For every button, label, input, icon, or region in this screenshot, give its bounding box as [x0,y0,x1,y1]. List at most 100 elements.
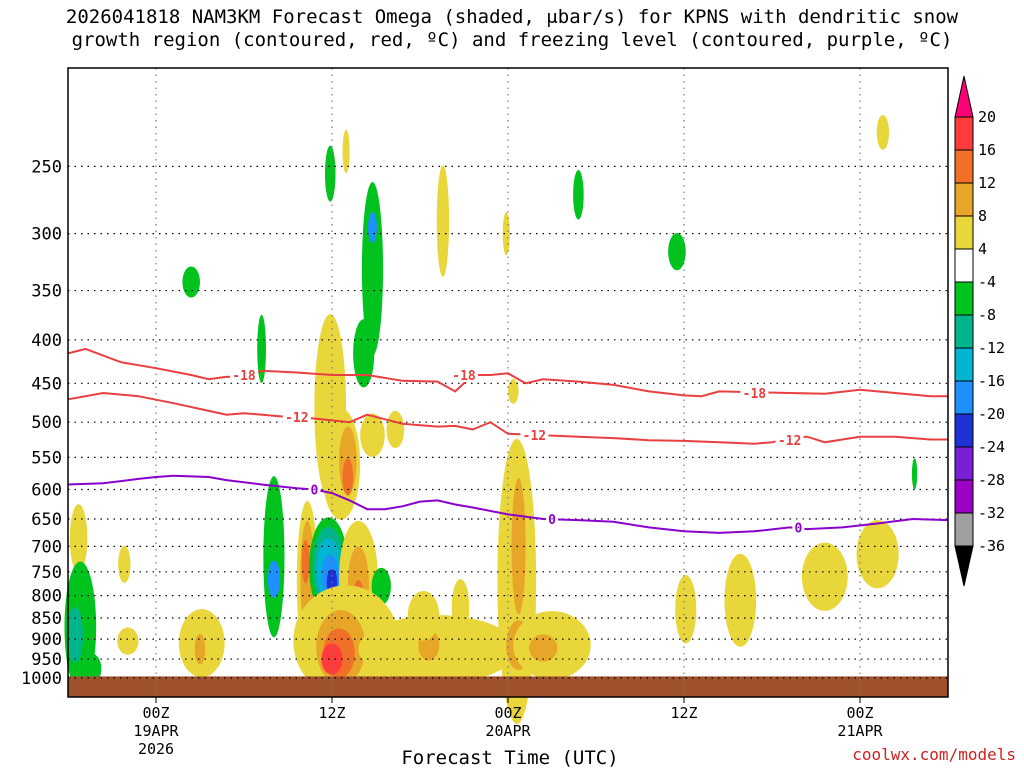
y-tick-label-800: 800 [31,587,62,607]
omega-shade-8 [182,266,200,298]
omega-shade-9 [257,314,266,384]
omega-shade-43 [436,165,450,277]
omega-shade-16 [368,211,377,243]
contour-line-1 [67,391,948,445]
omega-shade-15 [353,319,375,388]
x-tick-year-0: 2026 [138,740,174,758]
x-tick-label-3: 12Z [670,704,697,722]
colorbar-swatch-7 [954,314,974,349]
contour-label-bg-8 [792,519,805,535]
colorbar-label-13: -36 [978,537,1005,555]
y-tick-label-550: 550 [31,448,62,468]
credit-text[interactable]: coolwx.com/models [852,745,1016,764]
x-tick-date-2: 20APR [485,722,531,740]
y-tick-label-950: 950 [31,650,62,670]
omega-shade-41 [451,579,470,635]
omega-shading-layer [64,114,918,725]
colorbar-label-3: 8 [978,207,987,225]
omega-shade-53 [675,575,697,644]
colorbar-label-4: 4 [978,240,987,258]
omega-shade-51 [573,169,584,220]
chart-title: 2026041818 NAM3KM Forecast Omega (shaded… [0,6,1024,52]
contour-label-bg-6 [308,481,321,497]
omega-shade-55 [801,542,848,611]
y-axis-tick-labels: 2503003504004505005506006507007508008509… [21,157,62,689]
omega-shade-52 [668,233,686,271]
omega-shade-50 [529,634,558,662]
omega-shade-20 [342,458,354,496]
colorbar-label-1: 16 [978,141,996,159]
contour-label-bg-2 [740,385,769,401]
contour-layer: -18 -18 -18 -12 -12 -12 0 0 0 [67,347,949,536]
colorbar-swatch-11 [954,446,974,481]
colorbar: 20 16 12 8 4 -4 -8 -12 -16 -20 -24 -28 -32 -36 [954,75,1005,587]
omega-shade-57 [876,114,890,150]
x-tick-date-0: 19APR [133,722,179,740]
y-tick-label-450: 450 [31,374,62,394]
omega-shade-7 [67,607,83,663]
x-tick-label-0: 00Z [142,704,169,722]
omega-shade-54 [724,553,757,647]
contour-line-0 [67,347,948,398]
omega-shade-11 [267,560,281,598]
plot-frame [67,67,949,698]
omega-shade-24 [301,540,310,584]
omega-shade-21 [360,413,385,457]
y-tick-label-700: 700 [31,537,62,557]
omega-shade-10 [263,476,285,638]
omega-shade-56 [856,520,899,589]
colorbar-label-10: -24 [978,438,1005,456]
colorbar-swatch-12 [954,479,974,514]
colorbar-swatch-8 [954,347,974,382]
contour-label-0: -18 [232,369,256,384]
x-tick-label-2: 00Z [494,704,521,722]
y-tick-label-300: 300 [31,225,62,245]
colorbar-swatch-3 [954,182,974,217]
colorbar-swatch-0 [954,75,974,118]
contour-label-3: -12 [285,411,308,426]
omega-shade-45 [508,379,519,404]
colorbar-swatch-5 [954,248,974,283]
contour-label-5: -12 [778,434,801,449]
contour-label-4: -12 [523,429,546,444]
y-tick-label-250: 250 [31,157,62,177]
colorbar-swatch-1 [954,116,974,151]
colorbar-label-0: 20 [978,108,996,126]
y-tick-label-850: 850 [31,609,62,629]
x-axis-label: Forecast Time (UTC) [401,747,618,768]
colorbar-swatch-10 [954,413,974,448]
colorbar-label-7: -12 [978,339,1005,357]
colorbar-label-6: -8 [978,306,996,324]
colorbar-label-2: 12 [978,174,996,192]
omega-shade-38 [321,643,343,675]
contour-label-2: -18 [743,387,767,402]
omega-shade-47 [511,478,526,615]
colorbar-label-11: -28 [978,471,1005,489]
y-tick-label-750: 750 [31,563,62,583]
colorbar-swatch-14 [954,545,974,587]
y-tick-label-650: 650 [31,510,62,530]
y-tick-label-900: 900 [31,630,62,650]
y-tick-label-1000: 1000 [21,669,62,689]
chart-title-line1: 2026041818 NAM3KM Forecast Omega (shaded… [65,6,959,28]
contour-label-bg-1 [450,366,478,382]
contour-label-bg-3 [282,408,311,424]
contour-label-6: 0 [310,483,318,498]
colorbar-label-12: -32 [978,504,1005,522]
colorbar-swatch-4 [954,215,974,250]
contour-label-bg-4 [520,427,549,443]
colorbar-swatch-13 [954,512,974,547]
x-tick-label-4: 00Z [846,704,873,722]
omega-shade-2 [117,627,139,655]
contour-label-7: 0 [548,513,556,528]
omega-shade-13 [342,129,350,173]
contour-label-bg-7 [546,511,558,527]
colorbar-swatch-2 [954,149,974,184]
colorbar-swatch-9 [954,380,974,415]
contour-label-bg-5 [775,432,804,448]
gridlines [68,68,948,697]
omega-shade-42 [407,591,440,641]
y-tick-label-600: 600 [31,480,62,500]
